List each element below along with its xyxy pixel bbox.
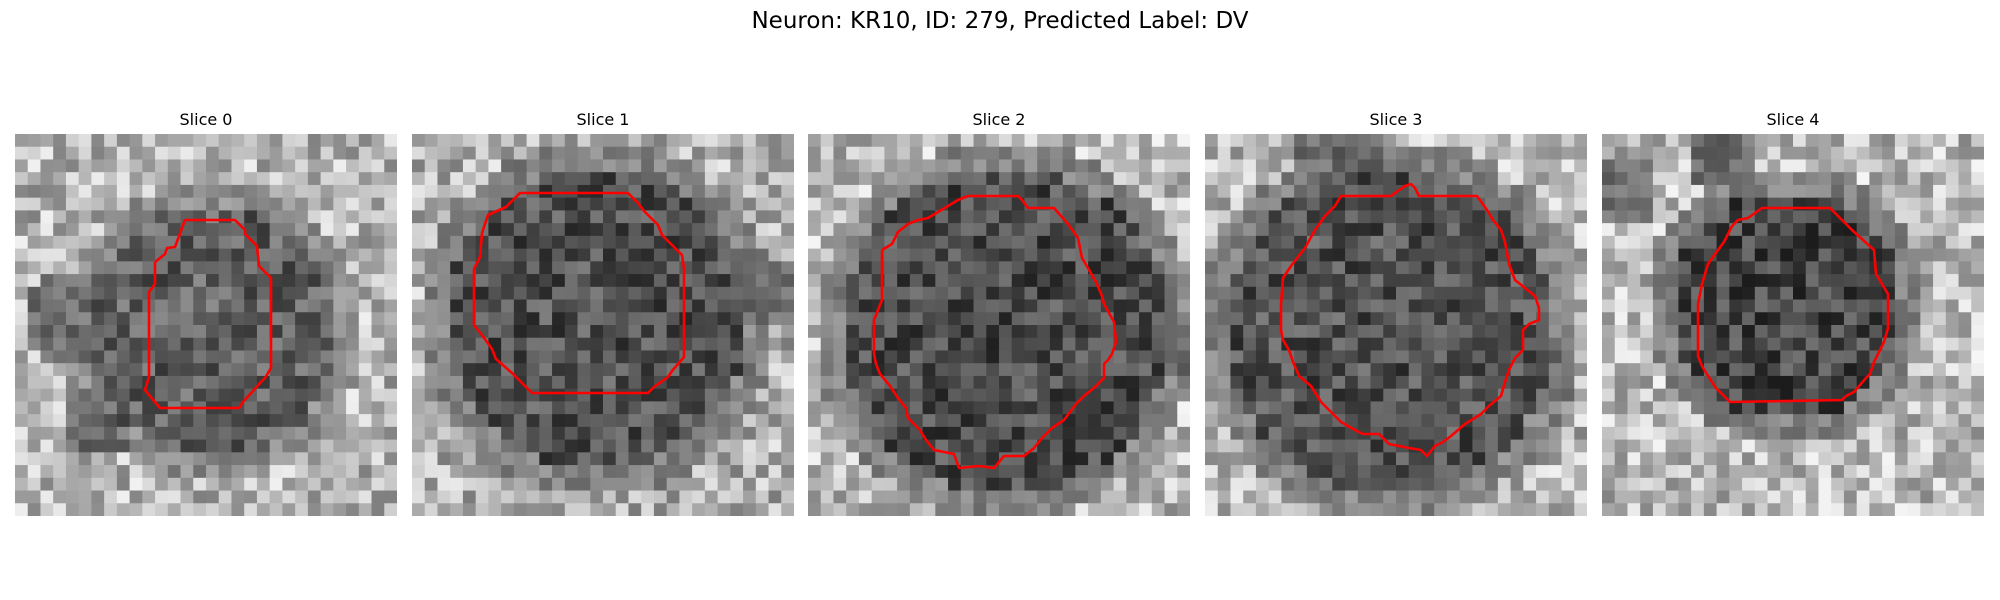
slice-2-title: Slice 2 — [972, 110, 1026, 129]
slice-4-image — [1602, 134, 1984, 516]
slice-2-contour — [872, 194, 1118, 470]
slice-4-contour — [1696, 206, 1890, 404]
slice-1-contour — [472, 191, 686, 395]
slice-3-pixels — [1205, 134, 1587, 516]
slice-2-pixels — [808, 134, 1190, 516]
slice-1-title: Slice 1 — [576, 110, 630, 129]
figure-title: Neuron: KR10, ID: 279, Predicted Label: … — [751, 8, 1249, 34]
slice-0-pixels — [15, 134, 397, 516]
slice-3-image — [1205, 134, 1587, 516]
slice-4-title: Slice 4 — [1766, 110, 1820, 129]
slice-3-contour — [1279, 182, 1541, 458]
slice-1-image — [412, 134, 794, 516]
slice-0-contour — [143, 218, 273, 410]
slice-3-title: Slice 3 — [1369, 110, 1423, 129]
slice-0-title: Slice 0 — [179, 110, 233, 129]
slice-0-image — [15, 134, 397, 516]
slice-4-pixels — [1602, 134, 1984, 516]
slice-2-image — [808, 134, 1190, 516]
slice-1-pixels — [412, 134, 794, 516]
